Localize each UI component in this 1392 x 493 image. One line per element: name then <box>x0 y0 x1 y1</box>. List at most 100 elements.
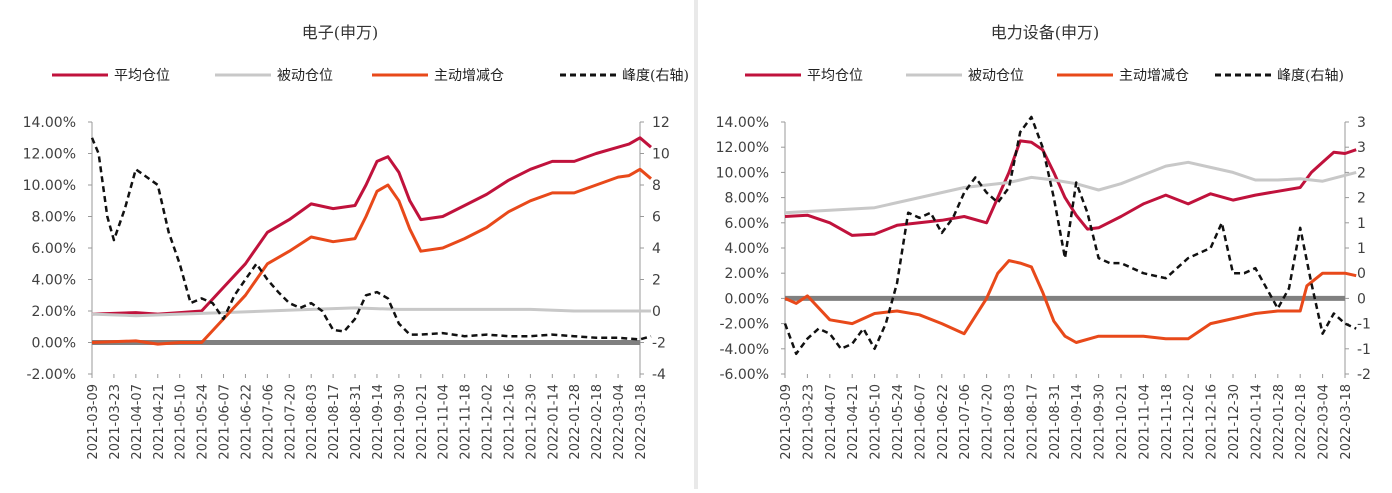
x-tick-label: 2021-03-09 <box>779 384 794 460</box>
y-right-tick-label: -4 <box>652 367 666 383</box>
y-left-tick-label: 8.00% <box>32 210 76 226</box>
x-tick-label: 2021-12-02 <box>1182 384 1197 460</box>
x-tick-label: 2022-01-14 <box>1249 384 1264 460</box>
series-line-主动增减仓 <box>784 259 1357 344</box>
x-tick-label: 2021-12-16 <box>1205 384 1220 460</box>
x-tick-label: 2021-09-14 <box>371 384 386 460</box>
y-right-tick-label: 0 <box>1357 291 1366 307</box>
x-tick-label: 2021-04-21 <box>846 384 861 460</box>
x-tick-label: 2022-01-28 <box>1272 384 1287 460</box>
y-left-tick-label: 12.00% <box>23 147 76 163</box>
y-right-tick-label: -1 <box>1357 317 1371 333</box>
legend-label: 被动仓位 <box>968 68 1024 84</box>
y-left-tick-label: 10.00% <box>23 178 76 194</box>
legend-label: 主动增减仓 <box>434 68 504 84</box>
y-left-tick-label: 14.00% <box>716 115 769 131</box>
x-tick-label: 2021-06-07 <box>218 384 233 460</box>
x-tick-label: 2021-07-06 <box>958 384 973 460</box>
y-left-tick-label: -2.00% <box>719 317 769 333</box>
x-tick-label: 2021-04-21 <box>152 384 167 460</box>
x-tick-label: 2021-11-04 <box>437 384 452 460</box>
y-left-tick-label: 2.00% <box>32 304 76 320</box>
x-tick-label: 2021-12-30 <box>524 384 539 460</box>
x-tick-label: 2021-09-30 <box>393 384 408 460</box>
y-right-tick-label: -2 <box>1357 367 1371 383</box>
chart-title: 电子(申万) <box>302 23 379 42</box>
x-tick-label: 2021-11-18 <box>1160 384 1175 460</box>
y-right-tick-label: 3 <box>1357 115 1366 131</box>
x-tick-label: 2021-05-10 <box>174 384 189 460</box>
x-tick-label: 2021-07-20 <box>981 384 996 460</box>
x-tick-label: 2021-12-16 <box>502 384 517 460</box>
x-tick-label: 2021-10-21 <box>1115 384 1130 460</box>
chart-power-equipment: 电力设备(申万) 平均仓位 被动仓位 主动增减仓 峰度(右轴) -6.00% -4.00% -… <box>716 23 1371 460</box>
x-tick-label: 2021-06-22 <box>239 384 254 460</box>
x-tick-label: 2021-05-10 <box>869 384 884 460</box>
series-line-被动仓位 <box>91 306 651 318</box>
y-right-tick-label: 1 <box>1357 216 1366 232</box>
x-tick-label: 2022-03-04 <box>612 384 627 460</box>
x-tick-label: 2021-11-04 <box>1137 384 1152 460</box>
y-left-tick-label: 6.00% <box>725 216 769 232</box>
x-tick-label: 2021-04-07 <box>824 384 839 460</box>
series-line-峰度(右轴) <box>90 137 652 341</box>
x-tick-label: 2021-08-17 <box>327 384 342 460</box>
y-right-tick-label: 6 <box>652 210 661 226</box>
chart-title: 电力设备(申万) <box>991 23 1100 42</box>
chart-electronics: 电子(申万) 平均仓位 被动仓位 主动增减仓 峰度(右轴) -2.00% 0.00% 2.00… <box>23 23 689 460</box>
y-left-tick-label: 0.00% <box>725 291 769 307</box>
x-tick-label: 2021-10-21 <box>415 384 430 460</box>
y-left-tick-label: 12.00% <box>716 140 769 156</box>
y-right-tick-label: 10 <box>652 147 670 163</box>
x-tick-label: 2022-01-14 <box>546 384 561 460</box>
x-tick-label: 2022-02-18 <box>1294 384 1309 460</box>
x-tick-label: 2021-03-23 <box>801 384 816 460</box>
series-line-被动仓位 <box>784 160 1357 215</box>
x-tick-label: 2021-04-07 <box>130 384 145 460</box>
y-right-tick-label: -1 <box>1357 342 1371 358</box>
legend-label: 主动增减仓 <box>1119 68 1189 84</box>
panel-divider <box>694 0 698 489</box>
x-tick-label: 2021-09-14 <box>1070 384 1085 460</box>
y-left-tick-label: 4.00% <box>32 273 76 289</box>
x-tick-label: 2021-12-30 <box>1227 384 1242 460</box>
y-left-tick-label: 4.00% <box>725 241 769 257</box>
y-left-tick-label: -6.00% <box>719 367 769 383</box>
x-tick-label: 2021-09-30 <box>1093 384 1108 460</box>
y-right-tick-label: -2 <box>652 336 666 352</box>
x-tick-label: 2021-08-17 <box>1025 384 1040 460</box>
series-line-平均仓位 <box>91 136 652 316</box>
x-tick-label: 2021-07-20 <box>283 384 298 460</box>
x-tick-label: 2021-08-03 <box>305 384 320 460</box>
y-left-tick-label: 6.00% <box>32 241 76 257</box>
chart-panel-power-equipment: 电力设备(申万) 平均仓位 被动仓位 主动增减仓 峰度(右轴) -6.00% -4.00% -… <box>700 0 1392 489</box>
x-tick-label: 2021-08-31 <box>349 384 364 460</box>
series-line-主动增减仓 <box>91 167 652 346</box>
x-tick-label: 2021-06-07 <box>913 384 928 460</box>
y-left-tick-label: 14.00% <box>23 115 76 131</box>
y-left-tick-label: 8.00% <box>725 191 769 207</box>
y-right-tick-label: 0 <box>652 304 661 320</box>
x-tick-label: 2021-03-09 <box>86 384 101 460</box>
y-right-tick-label: 2 <box>1357 191 1366 207</box>
y-left-tick-label: -2.00% <box>26 367 76 383</box>
x-tick-label: 2022-03-04 <box>1317 384 1332 460</box>
x-tick-label: 2022-03-18 <box>634 384 649 460</box>
legend-label: 峰度(右轴) <box>622 68 689 84</box>
legend-label: 峰度(右轴) <box>1277 68 1344 84</box>
x-tick-label: 2021-08-31 <box>1048 384 1063 460</box>
x-tick-label: 2021-06-22 <box>936 384 951 460</box>
x-tick-label: 2022-01-28 <box>568 384 583 460</box>
y-left-tick-label: 10.00% <box>716 165 769 181</box>
x-tick-label: 2021-05-24 <box>891 384 906 460</box>
legend-label: 被动仓位 <box>277 68 333 84</box>
y-right-tick-label: 1 <box>1357 241 1366 257</box>
y-left-tick-label: 0.00% <box>32 336 76 352</box>
y-right-tick-label: 4 <box>652 241 661 257</box>
x-tick-label: 2022-02-18 <box>590 384 605 460</box>
x-tick-label: 2021-11-18 <box>459 384 474 460</box>
y-right-tick-label: 12 <box>652 115 670 131</box>
y-right-tick-label: 8 <box>652 178 661 194</box>
x-tick-label: 2021-08-03 <box>1003 384 1018 460</box>
chart-panel-electronics: 电子(申万) 平均仓位 被动仓位 主动增减仓 峰度(右轴) -2.00% 0.00% 2.00… <box>0 0 692 489</box>
